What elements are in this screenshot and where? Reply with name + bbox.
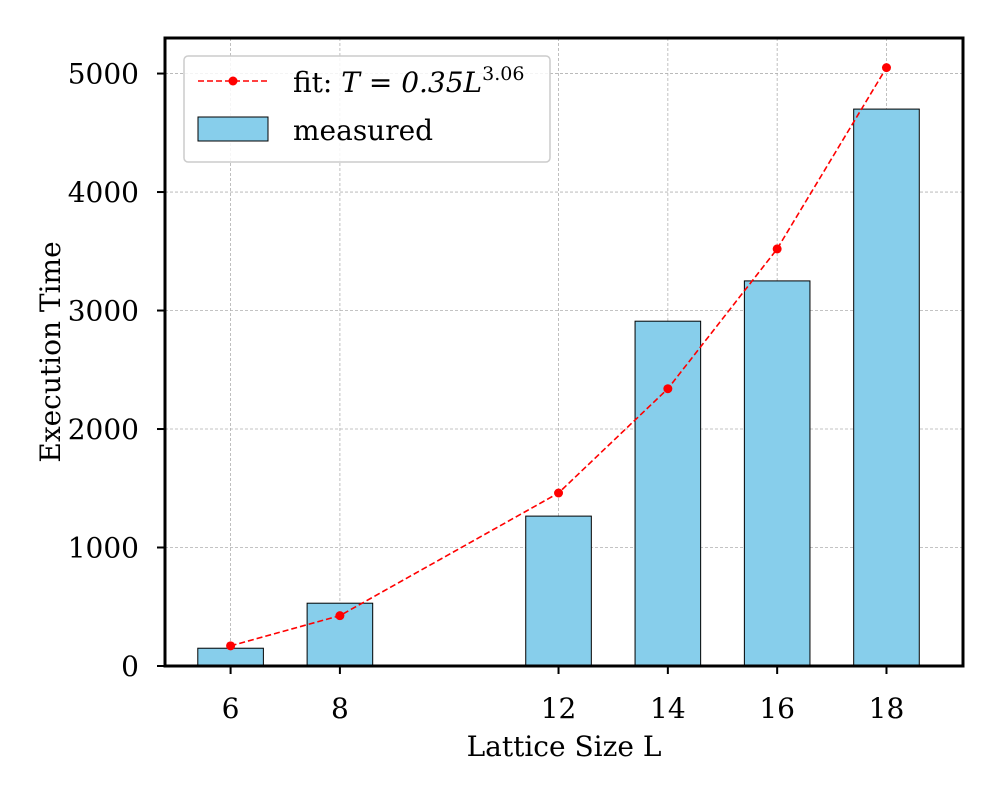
- y-tick-label: 5000: [68, 58, 139, 91]
- bar-measured: [634, 320, 702, 667]
- y-tick-label: 0: [121, 650, 139, 683]
- fit-point: [226, 641, 236, 651]
- y-axis-ticks: 0 1000 2000 3000 4000 5000: [68, 58, 165, 683]
- y-tick-label: 2000: [68, 413, 139, 446]
- x-tick-label: 14: [650, 692, 686, 725]
- fit-point: [554, 488, 564, 498]
- x-axis-label: Lattice Size L: [467, 730, 662, 763]
- x-tick-label: 16: [759, 692, 795, 725]
- fit-point: [881, 63, 891, 73]
- bar-measured: [743, 280, 811, 667]
- bar-measured: [525, 515, 592, 667]
- x-tick-label: 18: [869, 692, 905, 725]
- bar-measured: [853, 108, 920, 667]
- fit-line: [226, 63, 891, 651]
- y-tick-label: 4000: [68, 176, 139, 209]
- x-tick-label: 6: [222, 692, 240, 725]
- y-tick-label: 1000: [68, 532, 139, 565]
- fit-point: [335, 611, 345, 621]
- y-tick-label: 3000: [68, 295, 139, 328]
- legend-box: [183, 55, 551, 163]
- fit-point: [772, 244, 782, 254]
- legend-fit-exponent: 3.06: [482, 63, 524, 85]
- legend-fit-equation: T = 0.35L: [341, 66, 482, 99]
- legend-measured-swatch: [197, 116, 269, 142]
- legend: fit: T = 0.35L3.06 measured: [183, 55, 551, 163]
- x-axis-ticks: 6 8 12 14 16 18: [222, 666, 905, 725]
- legend-fit-marker: [228, 76, 238, 86]
- x-tick-label: 12: [541, 692, 577, 725]
- legend-fit-prefix: fit:: [293, 66, 341, 99]
- fit-curve: [230, 67, 888, 647]
- plot-frame: [163, 36, 965, 668]
- y-axis-label: Execution Time: [34, 241, 67, 462]
- fit-point: [663, 384, 673, 394]
- bars: [197, 108, 920, 667]
- x-tick-label: 8: [331, 692, 349, 725]
- bar-measured: [197, 647, 264, 667]
- legend-fit-label: fit: T = 0.35L3.06: [293, 63, 524, 99]
- legend-measured-label: measured: [293, 114, 433, 147]
